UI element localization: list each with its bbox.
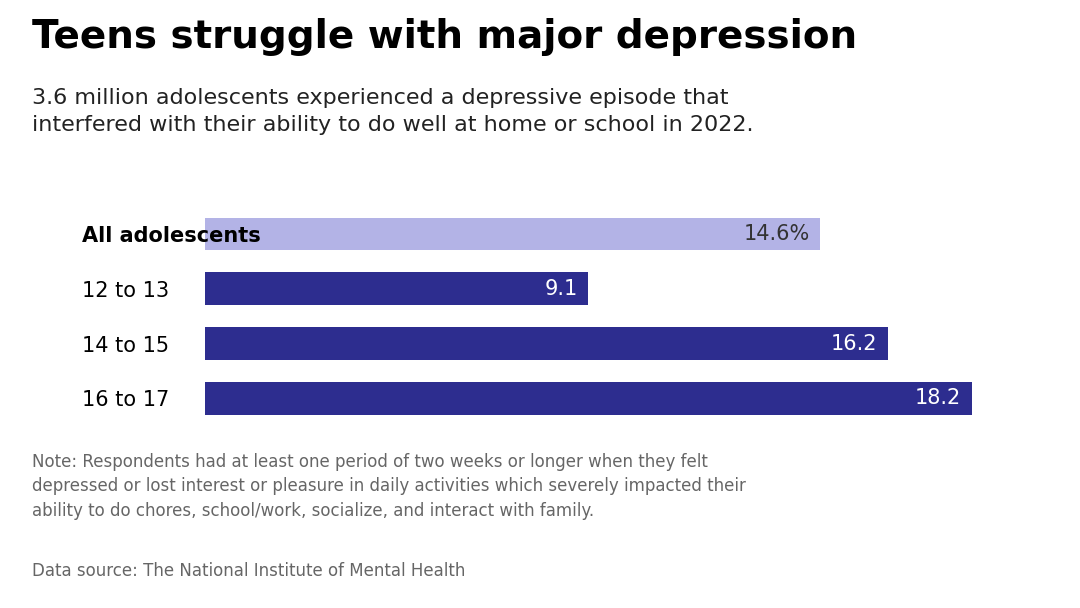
- Text: 18.2: 18.2: [915, 389, 961, 408]
- Text: 16.2: 16.2: [831, 334, 877, 353]
- Bar: [205, 382, 972, 415]
- Text: Note: Respondents had at least one period of two weeks or longer when they felt
: Note: Respondents had at least one perio…: [32, 453, 746, 520]
- Bar: [205, 218, 820, 250]
- Text: Teens struggle with major depression: Teens struggle with major depression: [32, 18, 858, 57]
- Bar: [205, 327, 888, 360]
- Text: 9.1: 9.1: [544, 279, 578, 299]
- Text: Data source: The National Institute of Mental Health: Data source: The National Institute of M…: [32, 562, 465, 581]
- Bar: [205, 272, 589, 305]
- Text: 3.6 million adolescents experienced a depressive episode that
interfered with th: 3.6 million adolescents experienced a de…: [32, 88, 754, 136]
- Text: 14.6%: 14.6%: [743, 224, 810, 244]
